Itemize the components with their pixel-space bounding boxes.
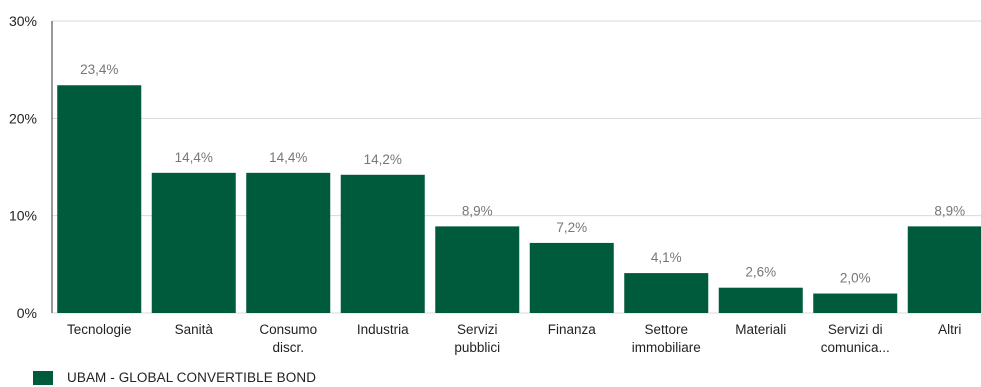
data-labels: 23,4% 14,4% 14,4% 14,2% 8,9% 7,2% 4,1% 2,6% 2,0%…: [80, 62, 965, 285]
data-label: 14,4%: [175, 150, 213, 165]
bar: [435, 226, 520, 313]
legend-swatch: [33, 370, 53, 385]
bar: [151, 172, 236, 313]
bar: [246, 172, 331, 313]
bar: [57, 85, 142, 314]
bar: [718, 287, 803, 313]
data-label: 14,2%: [364, 152, 402, 167]
x-tick-label: Servizi di comunica...: [821, 322, 890, 355]
data-label: 7,2%: [556, 220, 587, 235]
bars: [57, 85, 981, 314]
bar: [624, 273, 709, 313]
y-tick-label: 10%: [9, 208, 37, 224]
x-tick-label: Servizi pubblici: [454, 322, 500, 355]
x-tick-label: Altri: [938, 322, 961, 337]
x-tick-label: Settore immobiliare: [632, 322, 701, 355]
bar: [907, 226, 981, 313]
legend-label: UBAM - GLOBAL CONVERTIBLE BOND: [67, 370, 317, 385]
data-label: 2,6%: [745, 265, 776, 280]
y-axis: 0% 10% 20% 30%: [9, 13, 53, 321]
data-label: 2,0%: [840, 271, 871, 286]
data-label: 4,1%: [651, 250, 682, 265]
chart-legend: UBAM - GLOBAL CONVERTIBLE BOND: [33, 370, 316, 385]
bar: [529, 242, 614, 313]
bar: [340, 174, 425, 313]
x-tick-label: Industria: [357, 322, 409, 337]
y-tick-label: 20%: [9, 110, 37, 126]
x-axis-labels: Tecnologie Sanità Consumo discr. Industria Se…: [67, 322, 961, 355]
x-tick-label: Consumo discr.: [259, 322, 317, 355]
x-tick-label: Materiali: [735, 322, 786, 337]
x-tick-label: Finanza: [548, 322, 597, 337]
x-tick-label: Tecnologie: [67, 322, 132, 337]
data-label: 8,9%: [462, 203, 493, 218]
y-tick-label: 30%: [9, 13, 37, 29]
y-tick-label: 0%: [17, 305, 37, 321]
x-tick-label: Sanità: [175, 322, 214, 337]
data-label: 14,4%: [269, 150, 307, 165]
data-label: 23,4%: [80, 62, 118, 77]
data-label: 8,9%: [934, 203, 965, 218]
bar: [813, 293, 898, 313]
